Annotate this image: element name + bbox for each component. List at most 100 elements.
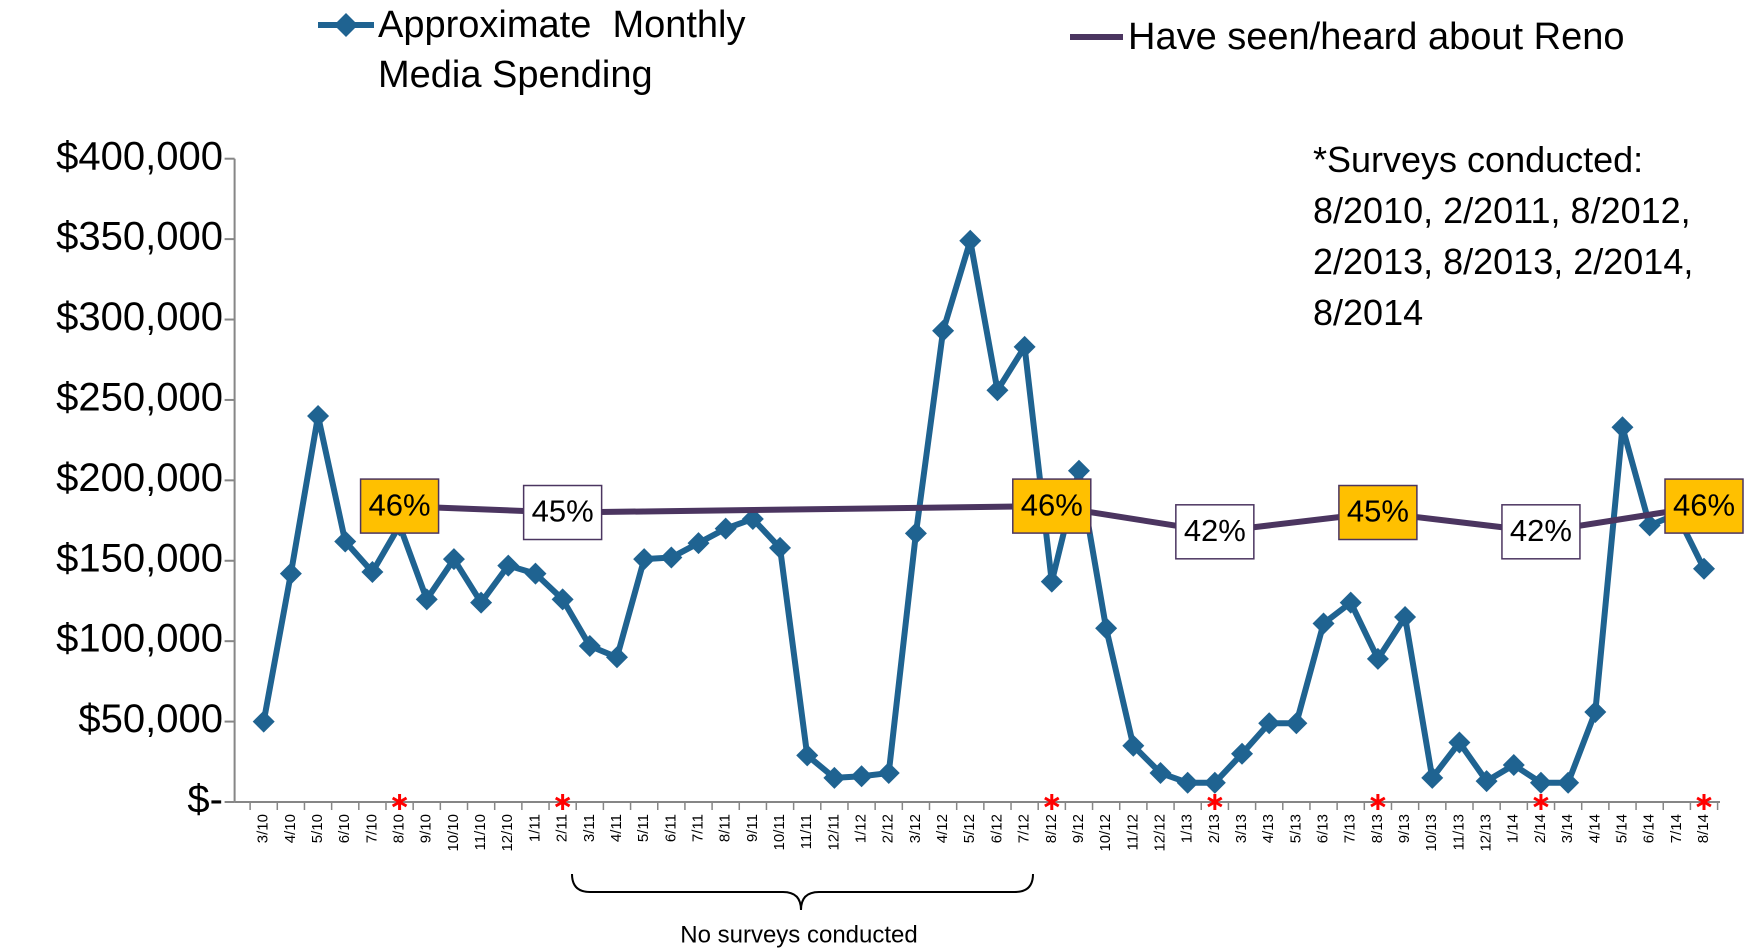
x-tick-label: 2/13 <box>1206 814 1223 843</box>
x-tick-label: 5/10 <box>309 814 326 843</box>
data-label: 45% <box>532 494 594 529</box>
x-tick-label: 12/13 <box>1478 814 1495 852</box>
marker <box>1475 770 1498 793</box>
x-tick-label: 7/12 <box>1016 814 1033 843</box>
y-tick-label: $250,000 <box>56 376 223 420</box>
x-tick-label: 7/13 <box>1342 814 1359 843</box>
survey-marker <box>1533 796 1549 808</box>
x-tick-label: 6/10 <box>336 814 353 843</box>
x-tick-label: 5/11 <box>635 814 652 842</box>
marker <box>442 548 465 571</box>
data-label: 46% <box>369 487 431 522</box>
y-tick-label: $200,000 <box>56 456 223 500</box>
y-tick-label: $50,000 <box>78 697 223 741</box>
marker <box>1312 612 1335 635</box>
marker <box>1448 731 1471 754</box>
x-tick-label: 9/10 <box>418 814 435 843</box>
x-tick-label: 9/13 <box>1396 814 1413 843</box>
marker <box>578 634 601 657</box>
x-tick-label: 11/10 <box>472 814 489 850</box>
marker <box>741 507 764 530</box>
x-tick-label: 6/13 <box>1315 814 1332 843</box>
x-tick-label: 1/12 <box>853 814 870 843</box>
x-tick-label: 3/11 <box>581 814 598 842</box>
survey-marker <box>1696 796 1712 808</box>
legend-label: Approximate Monthly Media Spending <box>378 4 757 96</box>
x-tick-label: 8/11 <box>717 814 734 842</box>
marker <box>361 561 384 584</box>
x-tick-label: 1/14 <box>1505 814 1522 843</box>
y-tick-label: $350,000 <box>56 215 223 259</box>
annotation: *Surveys conducted: 8/2010, 2/2011, 8/20… <box>1313 139 1694 333</box>
marker <box>1693 557 1715 580</box>
marker <box>1149 762 1172 785</box>
marker <box>714 517 737 540</box>
marker <box>1366 647 1389 670</box>
marker <box>1067 459 1090 482</box>
x-tick-label: 4/14 <box>1586 814 1603 843</box>
x-tick-label: 6/12 <box>988 814 1005 843</box>
data-label: 42% <box>1184 513 1246 548</box>
survey-marker <box>554 796 571 808</box>
x-tick-label: 4/10 <box>282 814 299 843</box>
y-tick-label: $300,000 <box>56 295 223 339</box>
legend-swatch <box>334 13 358 37</box>
data-label: 46% <box>1021 487 1083 522</box>
survey-marker <box>1370 796 1386 808</box>
survey-marker <box>391 796 408 808</box>
marker <box>1502 754 1525 777</box>
marker <box>1421 766 1444 789</box>
x-tick-label: 12/11 <box>825 814 842 850</box>
marker <box>1638 514 1661 537</box>
x-tick-label: 1/11 <box>526 814 543 842</box>
legend-label: Have seen/heard about Reno <box>1128 16 1625 58</box>
marker <box>660 546 683 569</box>
marker <box>334 530 357 553</box>
marker <box>470 591 493 614</box>
marker <box>796 744 819 767</box>
marker <box>1013 335 1036 358</box>
x-tick-label: 7/10 <box>363 814 380 843</box>
x-tick-label: 7/14 <box>1668 814 1685 843</box>
data-label-box <box>1664 478 1744 534</box>
brace-label: No surveys conducted <box>680 921 917 948</box>
marker <box>959 229 982 252</box>
data-label-box <box>1012 478 1092 534</box>
marker <box>551 588 574 611</box>
marker <box>1285 712 1308 735</box>
x-tick-label: 6/14 <box>1641 814 1658 843</box>
x-tick-label: 9/11 <box>744 814 761 842</box>
x-tick-label: 11/13 <box>1450 814 1467 850</box>
marker <box>904 522 927 545</box>
x-tick-label: 11/12 <box>1124 814 1141 850</box>
data-label-box <box>359 478 440 534</box>
x-tick-label: 10/11 <box>771 814 788 850</box>
brace <box>571 873 1034 911</box>
x-tick-label: 11/11 <box>798 814 815 849</box>
data-label-box <box>1175 504 1255 560</box>
marker <box>769 536 792 559</box>
x-tick-label: 8/14 <box>1695 814 1712 843</box>
data-label-box <box>522 484 603 541</box>
marker <box>1529 771 1552 794</box>
x-tick-label: 10/13 <box>1423 814 1440 852</box>
marker <box>823 766 846 789</box>
marker <box>1122 734 1145 757</box>
marker <box>850 765 873 788</box>
survey-marker <box>1044 796 1060 808</box>
marker <box>252 710 275 733</box>
data-label-box <box>1338 484 1418 541</box>
x-tick-label: 4/12 <box>934 814 951 843</box>
marker <box>415 588 438 611</box>
x-tick-label: 5/12 <box>961 814 978 843</box>
data-label: 46% <box>1673 487 1735 522</box>
x-tick-label: 5/13 <box>1287 814 1304 843</box>
x-tick-label: 3/10 <box>255 814 272 843</box>
x-tick-label: 12/10 <box>499 814 516 852</box>
y-tick-label: $150,000 <box>56 536 223 580</box>
marker <box>687 532 710 555</box>
marker <box>1339 591 1362 614</box>
marker <box>633 548 656 571</box>
